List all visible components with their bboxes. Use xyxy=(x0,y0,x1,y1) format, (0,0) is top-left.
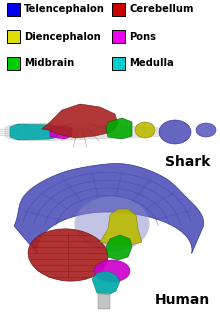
Bar xyxy=(7,57,20,70)
Text: Pons: Pons xyxy=(129,31,156,42)
Text: Telencephalon: Telencephalon xyxy=(24,4,105,15)
Text: Medulla: Medulla xyxy=(129,59,174,68)
Bar xyxy=(98,293,110,309)
Polygon shape xyxy=(10,124,58,140)
Ellipse shape xyxy=(75,197,150,251)
Polygon shape xyxy=(14,164,204,253)
Text: Diencephalon: Diencephalon xyxy=(24,31,101,42)
Text: Cerebellum: Cerebellum xyxy=(129,4,194,15)
Ellipse shape xyxy=(94,260,130,282)
Bar xyxy=(112,57,125,70)
Ellipse shape xyxy=(28,229,108,281)
Ellipse shape xyxy=(196,123,216,137)
Polygon shape xyxy=(42,104,118,138)
Polygon shape xyxy=(106,118,132,139)
Polygon shape xyxy=(5,123,160,141)
Bar xyxy=(7,3,20,16)
Text: Shark: Shark xyxy=(165,155,210,169)
Polygon shape xyxy=(92,271,120,295)
Ellipse shape xyxy=(159,120,191,144)
Bar xyxy=(112,3,125,16)
Polygon shape xyxy=(106,235,132,260)
Bar xyxy=(7,30,20,43)
Text: Midbrain: Midbrain xyxy=(24,59,74,68)
Polygon shape xyxy=(50,126,72,139)
Ellipse shape xyxy=(135,122,155,138)
Polygon shape xyxy=(100,209,142,245)
Text: Human: Human xyxy=(155,293,210,307)
Bar xyxy=(112,30,125,43)
